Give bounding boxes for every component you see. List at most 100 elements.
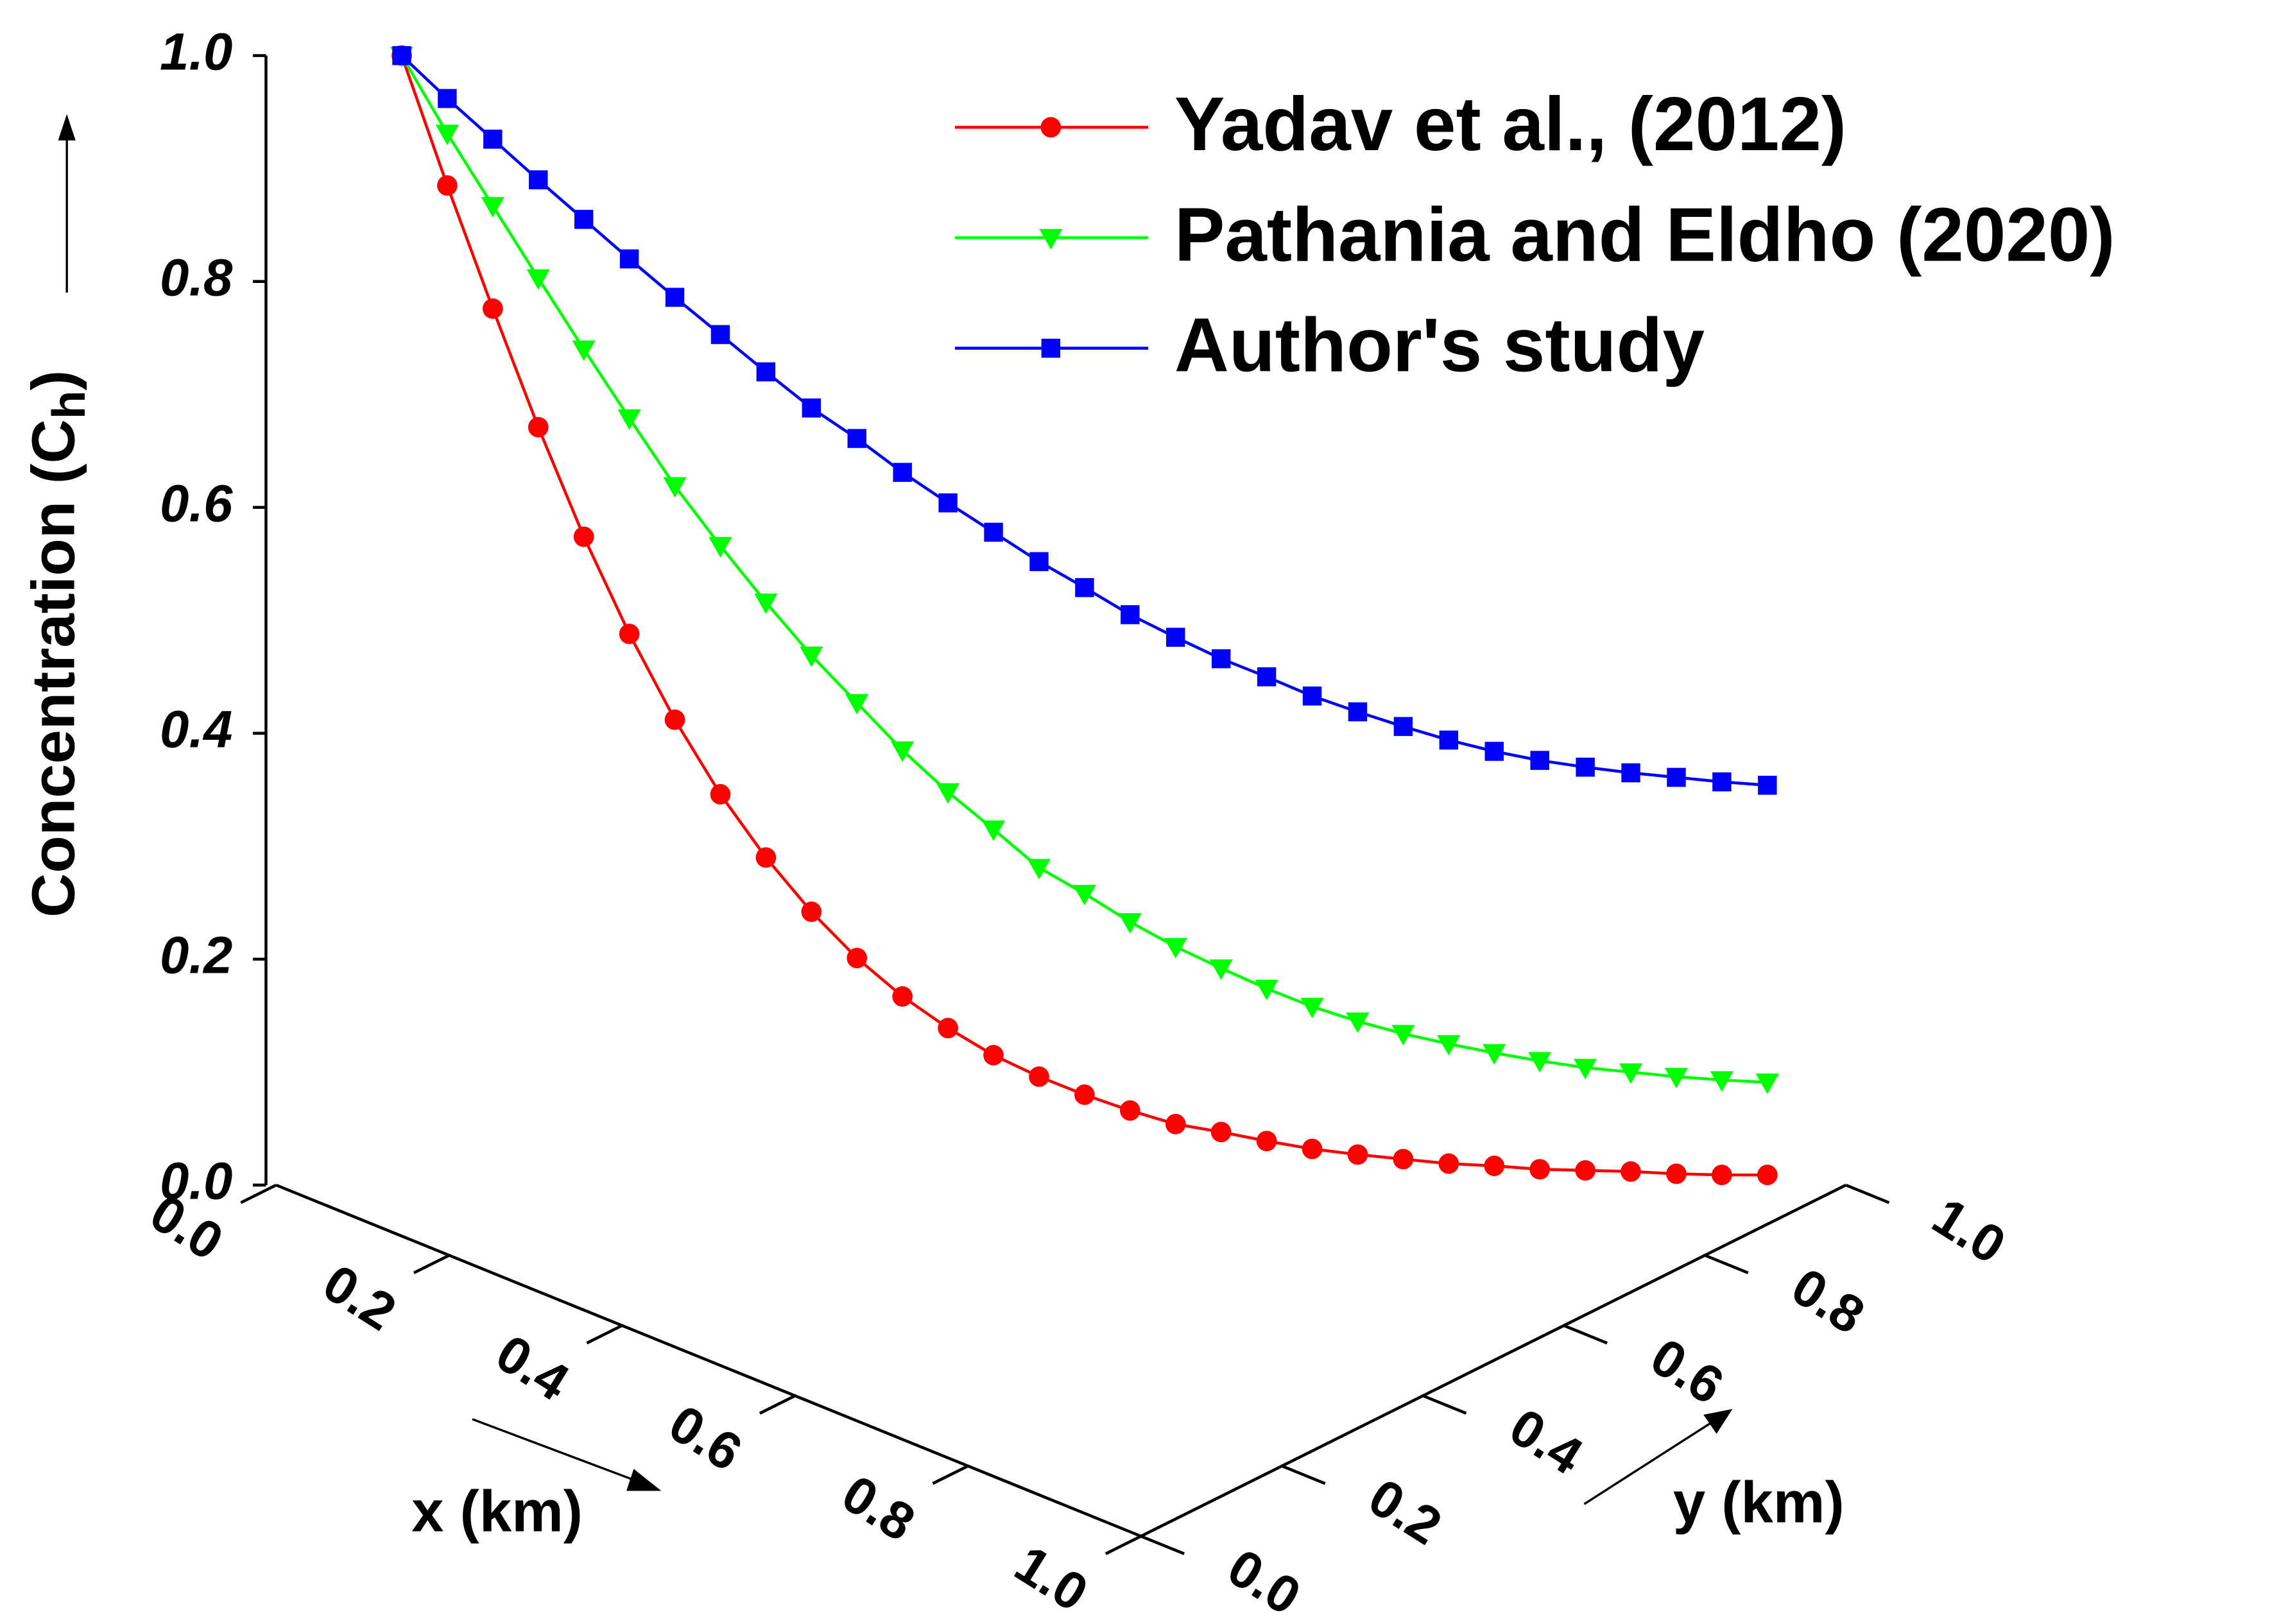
- marker: [1027, 859, 1051, 880]
- marker: [1121, 605, 1140, 624]
- x-tick-label: 0.8: [832, 1464, 925, 1553]
- x-tick-label: 0.2: [313, 1254, 406, 1342]
- x-axis-title: x (km): [411, 1479, 583, 1544]
- marker: [1029, 552, 1049, 572]
- marker: [619, 623, 640, 644]
- marker: [1437, 1035, 1461, 1056]
- z-tick-label: 0.6: [160, 474, 233, 533]
- y-tick: [1281, 1464, 1326, 1485]
- marker: [1621, 763, 1640, 783]
- marker: [481, 197, 504, 218]
- marker: [938, 1018, 958, 1039]
- marker: [1211, 649, 1231, 669]
- marker: [893, 463, 912, 483]
- marker: [755, 847, 777, 868]
- marker: [1757, 1165, 1778, 1186]
- marker: [664, 709, 685, 730]
- marker: [619, 249, 639, 269]
- marker: [572, 340, 596, 361]
- marker: [801, 901, 822, 922]
- y-tick-label: 1.0: [1923, 1187, 2015, 1276]
- y-tick-label: 0.4: [1500, 1397, 1593, 1486]
- z-tick-label: 0.8: [160, 248, 233, 307]
- z-tick-label: 0.4: [160, 700, 232, 758]
- marker: [435, 124, 460, 146]
- marker: [1484, 742, 1504, 761]
- legend-label: Pathania and Eldho (2020): [1174, 192, 2115, 277]
- marker: [1576, 757, 1595, 777]
- x-tick-label: 0.4: [486, 1324, 580, 1412]
- x-axis: [275, 1183, 1142, 1538]
- legend-marker: [1039, 228, 1063, 250]
- marker: [1439, 730, 1459, 750]
- x-tick: [932, 1464, 969, 1485]
- marker: [1758, 775, 1777, 795]
- marker: [617, 409, 641, 430]
- marker: [1528, 1052, 1552, 1073]
- y-tick: [1704, 1254, 1749, 1274]
- marker: [1075, 577, 1094, 597]
- marker: [1119, 1100, 1140, 1121]
- marker: [1575, 1160, 1595, 1181]
- marker: [1166, 628, 1185, 647]
- y-tick-label: 0.0: [1217, 1538, 1310, 1624]
- marker: [528, 416, 549, 438]
- x-tick: [586, 1324, 623, 1345]
- marker: [1074, 1084, 1095, 1106]
- marker: [1664, 1068, 1689, 1089]
- x-tick: [759, 1394, 796, 1415]
- marker: [573, 526, 594, 547]
- marker: [1300, 998, 1324, 1019]
- marker: [710, 325, 730, 345]
- marker: [1393, 717, 1413, 737]
- marker: [1438, 1153, 1459, 1174]
- x-tick-label: 0.6: [659, 1394, 752, 1482]
- y-tick-label: 0.2: [1359, 1467, 1451, 1556]
- x-tick: [1105, 1535, 1142, 1555]
- z-axis-title: Concentration (Ch): [20, 370, 95, 918]
- marker: [1484, 1156, 1505, 1176]
- marker: [1029, 1066, 1049, 1087]
- marker: [1164, 937, 1187, 959]
- marker: [483, 130, 503, 149]
- marker: [1391, 1025, 1415, 1046]
- marker: [526, 269, 550, 290]
- marker: [754, 593, 778, 614]
- marker: [482, 298, 503, 319]
- marker: [710, 783, 731, 805]
- y-axis-title: y (km): [1673, 1470, 1845, 1535]
- marker: [1393, 1149, 1414, 1170]
- marker: [936, 783, 960, 804]
- marker: [1256, 1131, 1277, 1152]
- marker: [983, 1045, 1004, 1066]
- marker: [1346, 1013, 1370, 1033]
- marker: [1710, 1071, 1734, 1092]
- y-tick: [1563, 1324, 1608, 1345]
- marker: [891, 741, 915, 762]
- marker: [663, 477, 687, 498]
- y-tick-label: 0.6: [1640, 1327, 1733, 1415]
- y-tick: [1422, 1394, 1467, 1415]
- marker: [1666, 1163, 1687, 1184]
- marker: [1712, 772, 1732, 792]
- marker: [847, 948, 868, 969]
- marker: [574, 210, 594, 229]
- marker: [800, 646, 823, 667]
- z-tick-label: 0.0: [160, 1152, 232, 1210]
- y-tick-label: 0.8: [1782, 1257, 1874, 1346]
- legend-label: Author's study: [1174, 303, 1705, 388]
- z-tick-label: 1.0: [160, 22, 232, 81]
- marker: [1302, 1138, 1323, 1159]
- marker: [845, 694, 869, 715]
- marker: [1529, 1159, 1551, 1180]
- marker: [756, 362, 776, 382]
- marker: [1072, 885, 1097, 906]
- marker: [1165, 1113, 1186, 1134]
- marker: [892, 986, 913, 1007]
- marker: [665, 287, 685, 307]
- marker: [1574, 1059, 1597, 1080]
- marker: [1210, 1122, 1232, 1143]
- y-tick: [1845, 1183, 1890, 1204]
- marker: [392, 46, 411, 65]
